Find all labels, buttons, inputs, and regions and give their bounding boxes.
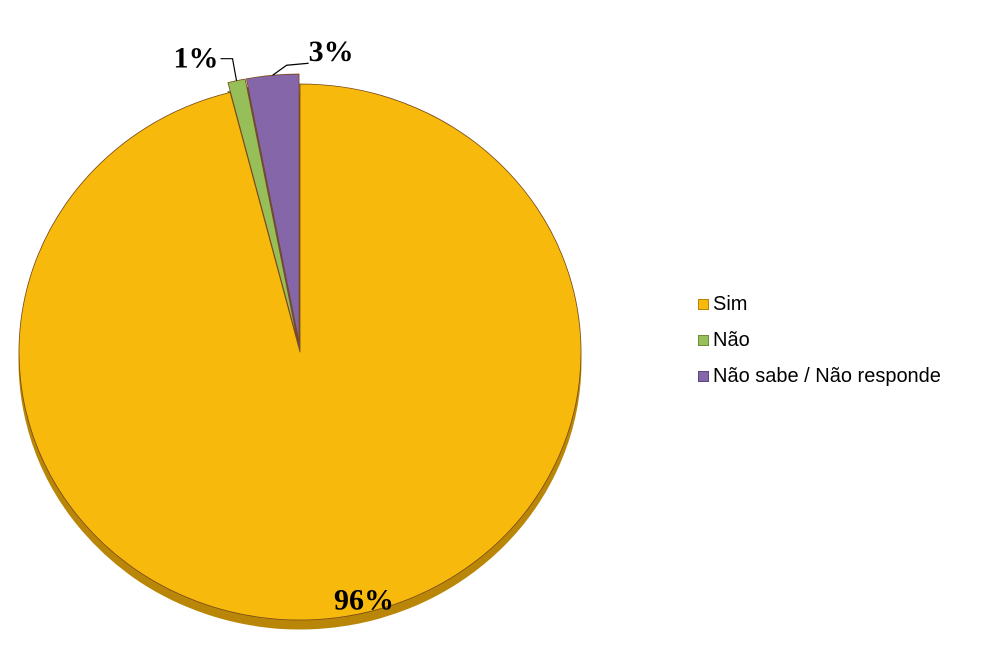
leader-line-nao xyxy=(220,58,238,81)
legend-swatch-sim xyxy=(698,298,709,310)
legend-item-nao-sabe: Não sabe / Não responde xyxy=(698,358,941,394)
legend-item-sim: Sim xyxy=(698,286,941,322)
pie-slices xyxy=(18,73,582,621)
data-labels: 96% 1% 3% xyxy=(174,35,394,616)
legend: Sim Não Não sabe / Não responde xyxy=(698,286,941,394)
pie-slice-sim xyxy=(18,83,582,621)
legend-swatch-nao-sabe xyxy=(698,370,709,382)
data-label-nao-sabe: 3% xyxy=(309,35,354,68)
leader-lines xyxy=(220,58,309,81)
legend-swatch-nao xyxy=(698,334,709,346)
legend-label-sim: Sim xyxy=(713,292,748,315)
legend-label-nao-sabe: Não sabe / Não responde xyxy=(713,364,941,387)
data-label-sim: 96% xyxy=(334,583,394,616)
legend-item-nao: Não xyxy=(698,322,941,358)
leader-line-nao-sabe xyxy=(272,62,309,76)
legend-label-nao: Não xyxy=(713,328,750,351)
data-label-nao: 1% xyxy=(174,42,219,75)
